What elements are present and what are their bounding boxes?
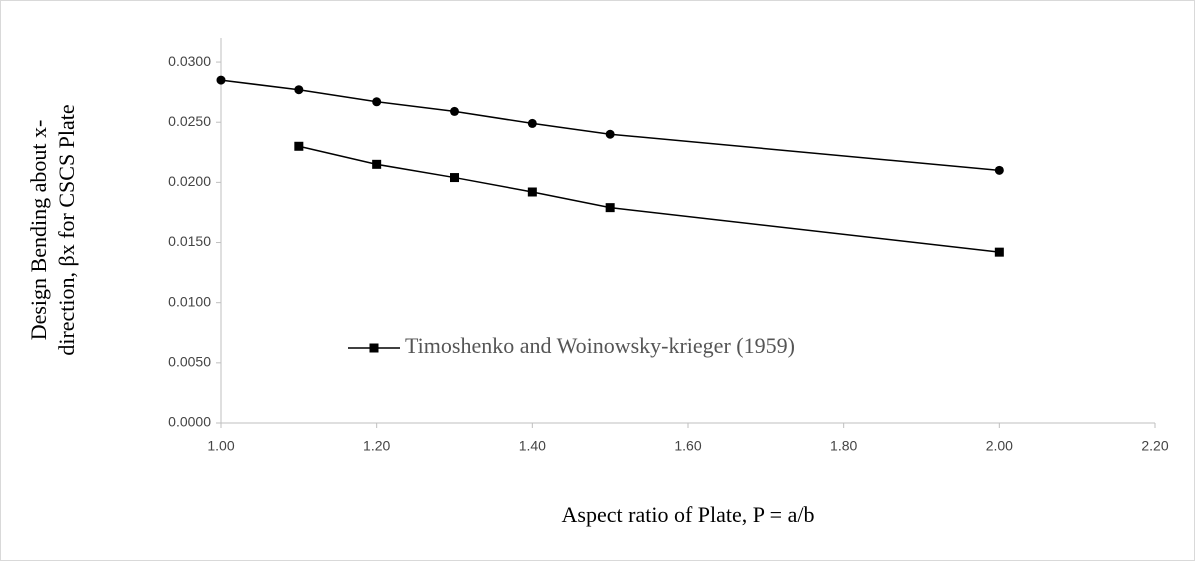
legend-marker	[369, 343, 379, 353]
marker	[994, 165, 1004, 175]
marker	[450, 106, 459, 116]
marker	[216, 75, 226, 85]
y-tick-label: 0.0300	[168, 53, 211, 69]
x-tick-label: 2.00	[986, 438, 1013, 454]
y-tick-label: 0.0050	[168, 354, 211, 370]
marker	[372, 159, 382, 169]
x-tick-label: 1.40	[519, 438, 546, 454]
y-tick-label: 0.0100	[168, 293, 211, 309]
x-tick-label: 2.20	[1141, 438, 1168, 454]
y-axis-title-line: Design Bending about x-	[26, 120, 51, 341]
x-tick-label: 1.60	[674, 438, 701, 454]
marker	[294, 141, 304, 151]
y-axis-title-line: direction, βx for CSCS Plate	[54, 104, 79, 355]
x-tick-label: 1.00	[207, 438, 234, 454]
y-tick-label: 0.0150	[168, 233, 211, 249]
x-axis-title: Aspect ratio of Plate, P = a/b	[562, 502, 815, 527]
marker	[527, 187, 537, 197]
x-tick-label: 1.80	[830, 438, 857, 454]
marker	[294, 85, 304, 95]
marker	[450, 173, 459, 183]
marker	[605, 129, 615, 139]
legend-label: Timoshenko and Woinowsky-krieger (1959)	[405, 333, 795, 358]
y-tick-label: 0.0250	[168, 113, 211, 129]
series-line	[298, 145, 1000, 253]
marker	[527, 118, 537, 128]
y-tick-label: 0.0200	[168, 173, 211, 189]
marker	[605, 203, 615, 213]
marker	[994, 247, 1004, 257]
x-tick-label: 1.20	[363, 438, 390, 454]
y-tick-label: 0.0000	[168, 414, 211, 430]
y-axis-title: Design Bending about x- direction, βx fo…	[26, 104, 79, 355]
marker	[372, 97, 382, 107]
